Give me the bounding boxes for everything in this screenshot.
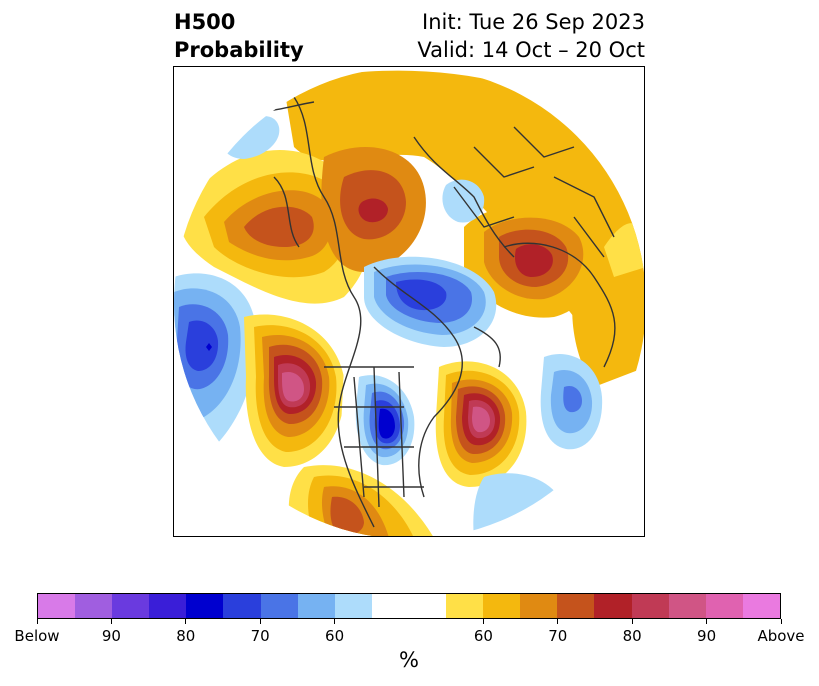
title-left: H500 Probability (174, 8, 304, 64)
colorbar-segment (742, 594, 780, 618)
colorbar-segment (223, 594, 261, 618)
colorbar-tick-label: 60 (325, 627, 345, 645)
colorbar-tick-label: 70 (548, 627, 568, 645)
colorbar-segment (557, 594, 595, 618)
colorbar-segment (371, 594, 447, 618)
colorbar-segment (594, 594, 632, 618)
colorbar-tick-mark (557, 619, 559, 624)
colorbar-segment (260, 594, 298, 618)
colorbar-tick-label: 80 (176, 627, 196, 645)
title-type: Probability (174, 38, 304, 62)
colorbar-tick-mark (185, 619, 187, 624)
title-right: Init: Tue 26 Sep 2023 Valid: 14 Oct – 20… (417, 8, 645, 64)
colorbar-tick-label: Above (757, 627, 805, 645)
colorbar-tick-mark (36, 619, 38, 624)
colorbar-segment (668, 594, 706, 618)
colorbar-tick-label: Below (14, 627, 60, 645)
colorbar-tick-mark (110, 619, 112, 624)
colorbar-segment (631, 594, 669, 618)
colorbar-tick-label: 90 (697, 627, 717, 645)
colorbar-tick-label: 60 (473, 627, 493, 645)
map-svg (174, 67, 644, 536)
colorbar-unit: % (399, 648, 419, 672)
probability-map (173, 66, 645, 537)
colorbar-segment (334, 594, 372, 618)
colorbar-segment (520, 594, 558, 618)
colorbar-segment (112, 594, 150, 618)
below-region-arctic (442, 179, 485, 223)
colorbar-tick-mark (334, 619, 336, 624)
title-variable: H500 (174, 10, 236, 34)
colorbar-tick-mark (631, 619, 633, 624)
colorbar-tick-mark (482, 619, 484, 624)
colorbar (37, 593, 781, 619)
init-date: Init: Tue 26 Sep 2023 (422, 10, 645, 34)
colorbar-tick-label: 80 (622, 627, 642, 645)
colorbar-tick-label: 70 (250, 627, 270, 645)
colorbar-segment (297, 594, 335, 618)
colorbar-segment (483, 594, 521, 618)
colorbar-segment (446, 594, 484, 618)
colorbar-tick-mark (259, 619, 261, 624)
colorbar-tick-mark (706, 619, 708, 624)
valid-range: Valid: 14 Oct – 20 Oct (417, 38, 645, 62)
colorbar-segment (75, 594, 113, 618)
colorbar-segment (186, 594, 224, 618)
colorbar-tick-mark (780, 619, 782, 624)
colorbar-segment (149, 594, 187, 618)
colorbar-segment (38, 594, 76, 618)
colorbar-segment (705, 594, 743, 618)
colorbar-tick-label: 90 (101, 627, 121, 645)
